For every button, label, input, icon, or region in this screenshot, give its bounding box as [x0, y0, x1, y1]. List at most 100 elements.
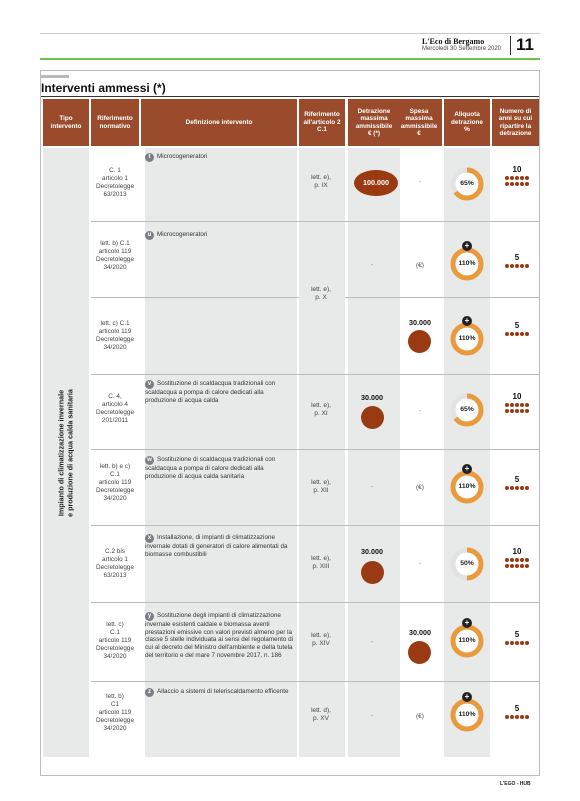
- years-cell: 5: [497, 475, 537, 492]
- year-dots-row: [497, 409, 537, 415]
- row-art2: lett. e), p. XIII: [311, 555, 331, 571]
- header-anni: Numero di anni su cui ripartire la detrazio…: [492, 99, 539, 146]
- rate-gauge: 110% +: [449, 618, 485, 659]
- row-riferimento: C.2 bis articolo 1 Decretolegge 63/2013: [95, 548, 134, 579]
- year-dot: [504, 409, 509, 414]
- year-dot: [520, 264, 525, 269]
- year-dots-row: [497, 641, 537, 647]
- spesa-value: (€): [416, 713, 424, 720]
- row-art2: lett. e), p. XIV: [311, 632, 331, 648]
- art2-column-bg: [299, 148, 345, 757]
- year-dot: [520, 564, 525, 569]
- rate-gauge: 110% +: [449, 241, 485, 282]
- year-dots-row: [497, 715, 537, 721]
- year-dot: [509, 409, 514, 414]
- year-dot: [525, 564, 530, 569]
- spesa-value: (€): [416, 484, 424, 491]
- years-dots: [497, 332, 537, 338]
- row-riferimento: C. 4, articolo 4 Decretolegge 201/2011: [95, 393, 134, 424]
- year-dot: [504, 564, 509, 569]
- row-riferimento: lett. b) C.1 articolo 119 Decretolegge 34/2…: [95, 240, 134, 271]
- year-dot: [514, 403, 520, 408]
- rate-gauge: 110% +: [449, 316, 485, 357]
- row-art2: lett. d), p. XV: [311, 707, 331, 723]
- year-dots-row: [497, 403, 537, 409]
- year-dot: [520, 409, 525, 414]
- panel-title: Interventi ammessi (*): [41, 81, 166, 95]
- year-dot: [520, 176, 525, 181]
- page-number: 11: [516, 35, 534, 54]
- year-dot: [525, 403, 530, 408]
- deduction-column-bg: [348, 148, 400, 757]
- deduction-value: 30.000: [361, 547, 383, 556]
- years-dots: [497, 715, 537, 721]
- years-cell: 5: [497, 630, 537, 647]
- rate-label: 50%: [460, 560, 474, 567]
- rate-gauge: 65%: [449, 166, 485, 202]
- year-dot: [514, 558, 520, 563]
- year-dot: [514, 332, 520, 337]
- definition-column-bg: [145, 148, 297, 757]
- title-rule: [41, 96, 539, 97]
- year-dot: [525, 182, 530, 187]
- year-dot: [509, 264, 514, 269]
- year-dot: [514, 564, 520, 569]
- years-cell: 5: [497, 253, 537, 270]
- year-dot: [514, 641, 520, 646]
- letter-badge-icon: v: [145, 380, 154, 389]
- header-riferimento: Riferimento normativo: [91, 99, 139, 146]
- years-number: 5: [514, 475, 520, 484]
- year-dot: [509, 715, 514, 720]
- letter-badge-icon: t: [145, 153, 154, 162]
- deduction-value: 30.000: [361, 393, 383, 402]
- deduction-value-bubble: 100.000: [354, 170, 398, 196]
- spesa-dot: [408, 641, 431, 664]
- year-dots-row: [497, 486, 537, 492]
- rate-column-bg: [444, 148, 490, 757]
- plus-icon: +: [462, 464, 472, 474]
- paper-date: Mercoledì 30 Settembre 2020: [422, 46, 502, 52]
- plus-icon: +: [462, 316, 472, 326]
- years-number: 5: [514, 704, 520, 713]
- row-definizione: y Sostituzione degli impianti di climatiz…: [145, 612, 294, 659]
- row-riferimento: lett. b) e c) C.1 articolo 119 Decretolegge…: [95, 463, 134, 502]
- year-dot: [514, 176, 520, 181]
- title-accent-bar: [41, 75, 69, 78]
- year-dot: [525, 558, 530, 563]
- years-cell: 10: [497, 392, 537, 415]
- year-dot: [504, 264, 509, 269]
- year-dots-row: [497, 332, 537, 338]
- tipo-intervento-cell: Impianto di climatizzazione invernale e p…: [43, 148, 89, 757]
- year-dot: [504, 176, 509, 181]
- rate-gauge: 50%: [449, 546, 485, 582]
- letter-badge-icon: z: [145, 688, 154, 697]
- row-definizione: w Sostituzione di scaldacqua tradizionali…: [145, 456, 276, 480]
- deduction-dot: [361, 406, 384, 429]
- years-dots: [497, 176, 537, 188]
- row-separator: [345, 297, 539, 298]
- row-art2: lett. e), p. X: [311, 286, 331, 302]
- row-art2: lett. e), p. XII: [311, 479, 331, 495]
- year-dot: [504, 715, 509, 720]
- year-dot: [520, 715, 525, 720]
- row-separator: [91, 525, 539, 526]
- page-separator: [510, 36, 511, 55]
- year-dot: [509, 486, 514, 491]
- gauge-ring-icon: [450, 547, 484, 581]
- years-number: 10: [512, 392, 522, 401]
- year-dot: [514, 715, 520, 720]
- years-number: 5: [514, 253, 520, 262]
- plus-icon: +: [462, 692, 472, 702]
- years-number: 5: [514, 630, 520, 639]
- row-definizione: u Microcogeneratori: [145, 231, 295, 240]
- row-art2: lett. e), p. IX: [311, 174, 331, 190]
- rate-gauge: 65%: [449, 392, 485, 428]
- header-definizione: Definizione intervento: [141, 99, 297, 146]
- deduction-value: -: [370, 713, 374, 720]
- years-dots: [497, 558, 537, 570]
- row-riferimento: lett. c) C.1 articolo 119 Decretolegge 34/20…: [95, 621, 134, 660]
- year-dot: [514, 486, 520, 491]
- deduction-value: -: [370, 484, 374, 491]
- years-cell: 10: [497, 165, 537, 188]
- year-dot: [509, 182, 514, 187]
